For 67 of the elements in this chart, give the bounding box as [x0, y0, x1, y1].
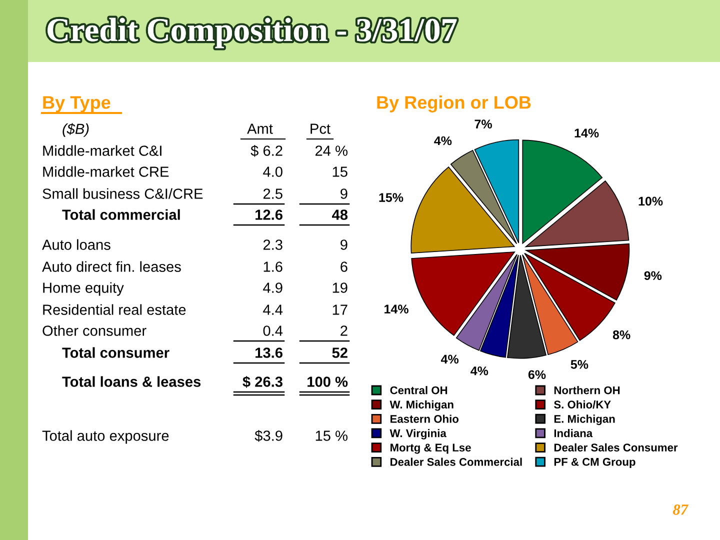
category-label: Home equity	[43, 282, 124, 296]
data-label: 4%	[440, 354, 459, 364]
text: 2	[340, 326, 348, 336]
text: 19	[332, 282, 348, 293]
legend-label: W. Michigan	[390, 400, 454, 411]
data-label: 4%	[434, 136, 452, 146]
data-label: 7%	[474, 120, 492, 128]
legend-label: Dealer Sales Commercial	[390, 458, 522, 466]
category-label: Pct	[310, 124, 330, 134]
data-label: 14%	[574, 128, 599, 138]
text: 87	[673, 504, 689, 515]
text: $ 6.2	[250, 144, 282, 157]
data-label: 9%	[644, 271, 662, 280]
legend-label: Dealer Sales Consumer	[554, 443, 678, 452]
legend-label: S. Ohio/KY	[554, 400, 611, 409]
text: $3.9	[254, 430, 282, 442]
category-label: Middle-market C&I	[43, 145, 162, 156]
category-label: Amt	[247, 124, 273, 134]
data-label: 14%	[384, 304, 408, 314]
text: Credit Composition - 3/31/07	[48, 18, 457, 48]
category-label: Auto loans	[42, 239, 110, 250]
text: 17	[332, 304, 348, 315]
legend-label: Eastern Ohio	[390, 414, 458, 423]
legend-label: E. Michigan	[554, 414, 615, 426]
category-label: Total commercial	[62, 209, 180, 220]
text: $ 26.3	[242, 376, 282, 388]
data-label: 10%	[638, 196, 663, 206]
legend-label: Indiana	[554, 429, 593, 438]
text: 12.6	[256, 210, 282, 220]
text: 1.6	[264, 262, 282, 272]
category-label: Small business C&I/CRE	[42, 188, 203, 199]
data-label: 15%	[379, 193, 404, 202]
category-label: Auto direct fin. leases	[42, 261, 181, 272]
text: 4.9	[263, 282, 282, 293]
legend-label: PF & CM Group	[554, 458, 636, 468]
text: By Type	[43, 96, 110, 112]
text: 13.6	[256, 348, 282, 358]
text: 100 %	[308, 376, 348, 387]
text: 0.4	[263, 326, 283, 336]
text: 4.0	[263, 166, 282, 177]
text: 15 %	[316, 430, 348, 441]
text: 48	[332, 210, 348, 220]
text: 4.4	[263, 304, 283, 315]
text: 9	[340, 240, 348, 250]
data-label: 5%	[570, 360, 588, 369]
legend-label: Northern OH	[554, 386, 620, 394]
legend-label: Central OH	[390, 386, 448, 394]
text: 15	[332, 166, 348, 177]
text: 9	[340, 188, 348, 199]
data-label: 6%	[528, 370, 546, 380]
category-label: Total auto exposure	[42, 430, 169, 444]
category-label: Total loans & leases	[62, 376, 201, 387]
text: 2.5	[263, 188, 282, 199]
category-label: Middle-market CRE	[43, 166, 169, 177]
text: 2.3	[263, 240, 282, 250]
text: 24 %	[315, 146, 348, 156]
category-label: ($B)	[62, 123, 89, 137]
text: 6	[340, 262, 348, 272]
data-label: 8%	[612, 330, 630, 340]
legend-label: Mortg & Eq Lse	[390, 444, 471, 454]
chart-title: By Region or LOB	[377, 96, 531, 112]
category-label: Residential real estate	[43, 304, 186, 315]
category-label: Other consumer	[42, 325, 146, 336]
text: 52	[332, 348, 348, 358]
data-label: 4%	[470, 366, 488, 376]
legend-label: W. Virginia	[390, 429, 446, 440]
category-label: Total consumer	[62, 347, 170, 358]
